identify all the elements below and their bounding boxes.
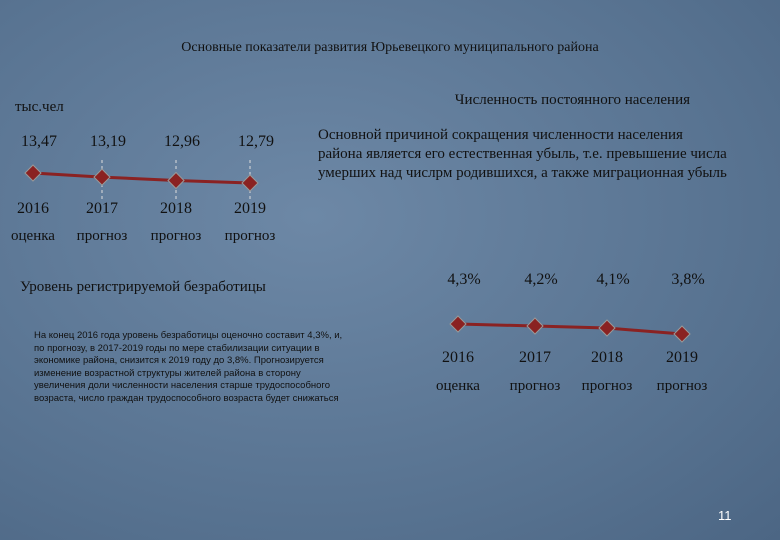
category-note: прогноз [510,378,561,394]
value-label: 4,2% [524,271,557,288]
category-note: прогноз [657,378,708,394]
population-comment: Основной причиной сокращения численности… [318,127,727,181]
marker [526,317,544,335]
category-note: прогноз [77,228,128,244]
value-label: 4,1% [596,271,629,288]
chart-title: Уровень регистрируемой безработицы [20,279,266,295]
value-label: 4,3% [447,271,480,288]
category-note: прогноз [151,228,202,244]
value-label: 3,8% [671,271,704,288]
marker [24,164,42,182]
data-line [32,171,251,185]
category-label: 2017 [86,200,118,217]
category-note: оценка [11,228,55,244]
category-label: 2017 [519,349,551,366]
marker [241,174,259,192]
marker [449,315,467,333]
value-label: 12,79 [238,133,274,150]
category-label: 2019 [234,200,266,217]
value-label: 13,47 [21,133,57,150]
marker [167,171,185,190]
value-label: 12,96 [164,133,200,150]
category-note: прогноз [225,228,276,244]
value-label: 13,19 [90,133,126,150]
chart-title: Численность постоянного населения [455,92,690,108]
marker [598,319,616,337]
category-label: 2019 [666,349,698,366]
category-label: 2016 [17,200,49,217]
data-line [457,322,683,336]
category-label: 2016 [442,349,474,366]
category-note: прогноз [582,378,633,394]
category-label: 2018 [591,349,623,366]
marker [93,168,111,186]
marker [673,325,691,343]
slide-title: Основные показатели развития Юрьевецкого… [181,40,599,55]
category-note: оценка [436,378,480,394]
unemployment-comment: На конец 2016 года уровень безработицы о… [34,330,343,404]
page-number: 11 [718,508,732,523]
unit-label: тыс.чел [15,99,64,115]
category-label: 2018 [160,200,192,217]
